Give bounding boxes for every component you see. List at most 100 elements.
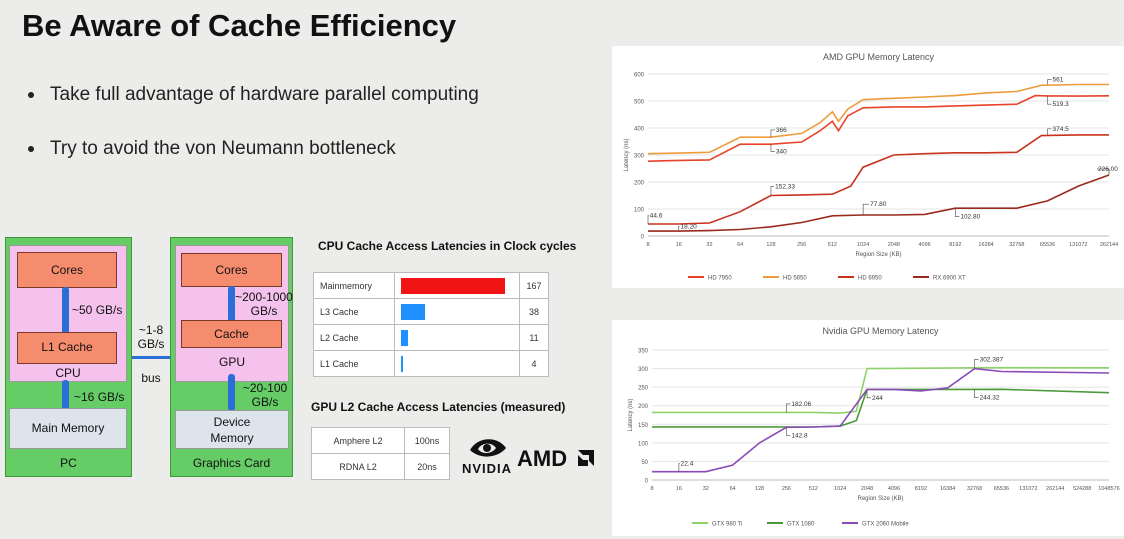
y-tick-label: 100	[638, 441, 649, 447]
x-tick-label: 2048	[861, 486, 873, 492]
legend-label: HD 7950	[708, 276, 732, 282]
cache-bar-cell	[394, 324, 520, 351]
bus-bandwidth: ~1-8 GB/s	[137, 323, 165, 351]
data-annotation: 340	[776, 148, 787, 155]
x-tick-label: 262144	[1046, 486, 1064, 492]
x-tick-label: 131072	[1019, 486, 1037, 492]
bullet-item: Try to avoid the von Neumann bottleneck	[28, 138, 396, 160]
cache-value: 11	[519, 324, 549, 351]
legend-label: GTX 2060 Mobile	[862, 522, 909, 528]
x-tick-label: 16384	[978, 242, 993, 248]
cache-bar	[401, 329, 408, 346]
x-tick-label: 131072	[1069, 242, 1087, 248]
annotation-leader	[1047, 95, 1052, 105]
legend-label: HD 6950	[858, 276, 882, 282]
bus-label: bus	[141, 371, 161, 385]
y-tick-label: 100	[634, 208, 645, 214]
x-tick-label: 262144	[1100, 242, 1118, 248]
data-annotation: 374.5	[1053, 126, 1070, 133]
x-tick-label: 2048	[888, 242, 900, 248]
chart-title: Nvidia GPU Memory Latency	[822, 326, 939, 336]
data-annotation: 182.06	[791, 401, 811, 408]
cache-name: L3 Cache	[313, 298, 395, 325]
x-tick-label: 128	[766, 242, 775, 248]
x-tick-label: 32	[703, 486, 709, 492]
series-line	[652, 366, 1110, 414]
annotation-leader	[647, 215, 649, 224]
y-axis-label: Latency (ns)	[624, 138, 630, 171]
legend-label: HD 5850	[783, 276, 807, 282]
pc-label: PC	[60, 456, 77, 470]
y-tick-label: 0	[641, 235, 645, 241]
data-annotation: 519.3	[1053, 101, 1070, 108]
l1-cache-box	[17, 332, 117, 364]
data-annotation: 244	[872, 395, 883, 402]
y-tick-label: 200	[638, 404, 649, 410]
table-row: Mainmemory 167	[313, 272, 549, 299]
gpu-name: RDNA L2	[311, 453, 405, 480]
table-row: Amphere L2 100ns	[311, 427, 450, 454]
x-tick-label: 65536	[994, 486, 1009, 492]
x-axis-label: Region Size (KB)	[857, 496, 903, 502]
amd-logo-text: AMD	[517, 446, 568, 471]
x-axis-label: Region Size (KB)	[855, 252, 901, 258]
x-tick-label: 1024	[857, 242, 869, 248]
gpu-cache-box	[181, 320, 282, 348]
gpu-cache-label: Cache	[214, 327, 249, 341]
cpu-core-l1-link	[62, 287, 69, 334]
y-tick-label: 400	[634, 127, 645, 133]
bullet-text: Take full advantage of hardware parallel…	[50, 84, 479, 105]
bw-gpu-mem: ~20-100 GB/s	[242, 381, 288, 409]
bullet-dot	[28, 145, 34, 152]
device-memory-label: Device Memory	[210, 415, 254, 445]
y-tick-label: 0	[645, 479, 649, 485]
series-line	[648, 134, 1109, 225]
series-line	[647, 83, 1109, 155]
series-line	[648, 174, 1110, 232]
x-tick-label: 64	[737, 242, 743, 248]
series-line	[652, 367, 1110, 473]
cpu-cache-title: CPU Cache Access Latencies in Clock cycl…	[318, 239, 577, 253]
data-annotation: 142.8	[791, 432, 808, 439]
nvidia-logo-text: NVIDIA	[462, 461, 513, 476]
y-tick-label: 50	[641, 460, 648, 466]
y-tick-label: 150	[638, 423, 649, 429]
y-tick-label: 250	[638, 386, 649, 392]
annotation-leader	[786, 426, 791, 436]
bus-line	[132, 356, 172, 359]
legend-label: GTX 980 Ti	[712, 522, 742, 528]
data-annotation: 77.80	[870, 201, 887, 208]
gpu-cores-label: Cores	[215, 263, 248, 277]
x-tick-label: 16	[676, 242, 682, 248]
main-memory-box	[9, 408, 127, 449]
bw-cpu-mem: ~16 GB/s	[74, 390, 125, 404]
y-tick-label: 600	[634, 73, 645, 79]
x-tick-label: 524288	[1073, 486, 1091, 492]
x-tick-label: 32	[706, 242, 712, 248]
y-axis-label: Latency (ns)	[628, 398, 634, 431]
x-tick-label: 256	[782, 486, 791, 492]
gpu-cores-box	[181, 253, 282, 287]
gpu-value: 20ns	[404, 453, 450, 480]
device-memory-box	[175, 410, 289, 449]
data-annotation: 102.80	[960, 214, 980, 221]
gpu-mem-link	[228, 374, 235, 411]
y-tick-label: 300	[634, 154, 645, 160]
chart-title: AMD GPU Memory Latency	[823, 52, 935, 62]
x-tick-label: 8	[646, 242, 649, 248]
annotation-leader	[955, 208, 960, 217]
x-tick-label: 64	[730, 486, 736, 492]
y-tick-label: 350	[638, 349, 649, 355]
legend-label: GTX 1080	[787, 522, 815, 528]
annotation-leader	[770, 186, 775, 195]
x-tick-label: 8192	[915, 486, 927, 492]
bw-cores-cache: ~200-1000 GB/s	[235, 290, 293, 318]
annotation-leader	[1097, 168, 1110, 175]
cache-bar	[401, 277, 505, 294]
bullet-item: Take full advantage of hardware parallel…	[28, 84, 479, 106]
cpu-label: CPU	[55, 366, 81, 380]
x-tick-label: 16	[676, 486, 682, 492]
nvidia-eye-icon	[470, 439, 506, 457]
amd-arrow-icon	[578, 450, 594, 466]
x-tick-label: 32768	[1009, 242, 1024, 248]
